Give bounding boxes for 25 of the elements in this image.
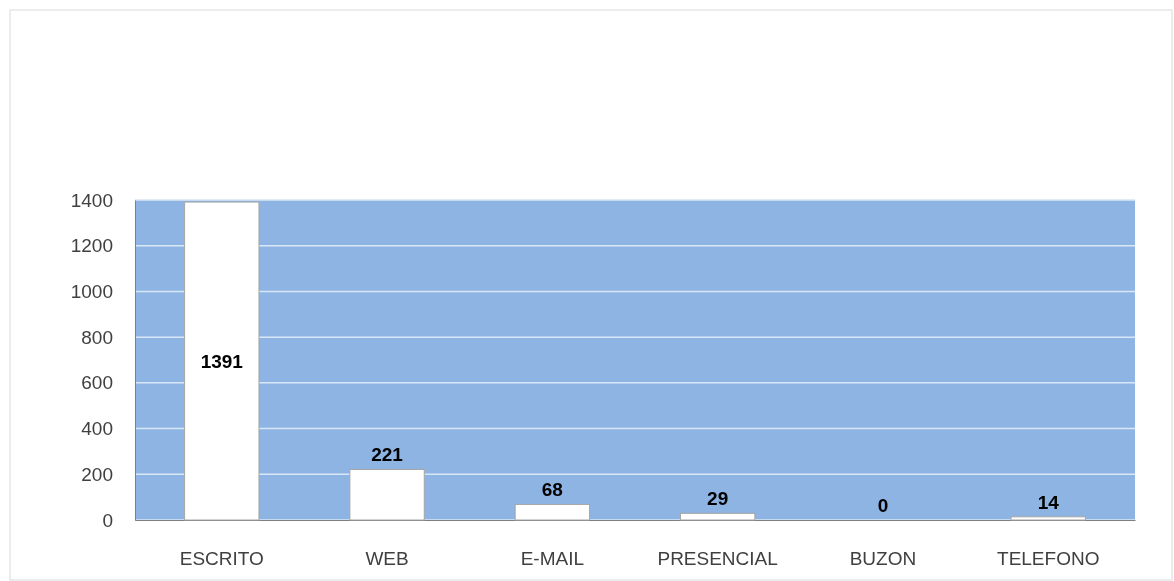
y-tick-label: 600 [81, 372, 113, 394]
bar [514, 503, 591, 521]
bar [184, 201, 260, 521]
x-tick-label: E-MAIL [520, 548, 585, 570]
y-tick-label: 1000 [70, 281, 113, 303]
data-label: 221 [371, 444, 404, 466]
data-label: 29 [707, 488, 729, 510]
bar [1010, 516, 1086, 521]
x-tick-label: WEB [365, 548, 409, 570]
y-tick-label: 200 [81, 463, 113, 485]
x-tick-label: ESCRITO [179, 548, 264, 570]
x-tick-label: BUZON [849, 548, 917, 570]
y-tick-label: 1400 [70, 189, 113, 211]
y-tick-label: 0 [102, 509, 113, 531]
data-label: 14 [1037, 491, 1060, 513]
data-label: 1391 [200, 351, 244, 373]
y-tick-label: 1200 [70, 235, 113, 257]
data-label: 68 [541, 479, 563, 501]
y-tick-label: 800 [81, 326, 113, 348]
bar [679, 512, 756, 521]
y-tick-label: 400 [81, 418, 113, 440]
data-label: 0 [877, 495, 889, 516]
bar [349, 468, 425, 521]
x-tick-label: PRESENCIAL [657, 548, 778, 570]
x-tick-label: TELEFONO [997, 548, 1100, 570]
